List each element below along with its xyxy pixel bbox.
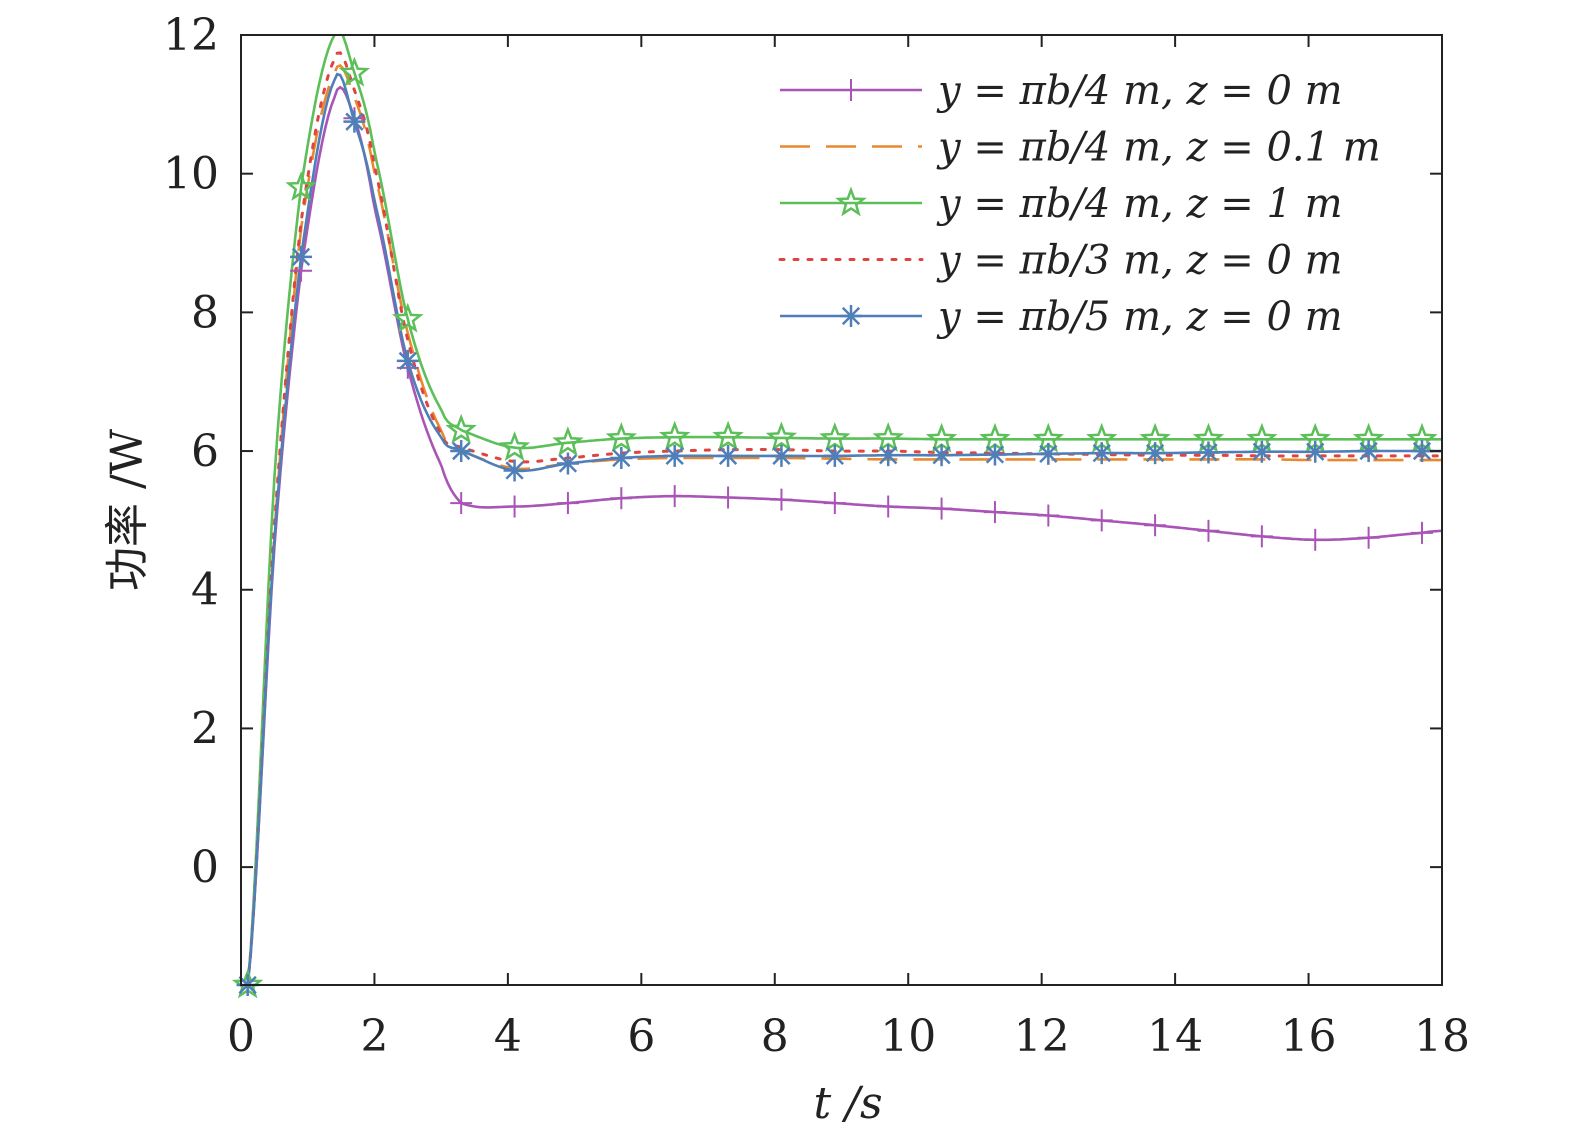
series-3-marker	[872, 422, 904, 452]
series-1-marker	[1304, 528, 1327, 551]
series-5-marker	[450, 440, 473, 463]
series-3-marker	[765, 421, 798, 452]
series-5-marker	[663, 444, 686, 467]
series-1-marker	[556, 492, 579, 515]
series-5-marker	[930, 444, 953, 467]
series-1-marker	[717, 486, 740, 509]
legend-marker	[835, 186, 867, 217]
series-5-marker	[1090, 442, 1113, 465]
series-5-marker	[396, 349, 419, 372]
legend-label: y = πb/4 m, z = 0 m	[936, 68, 1343, 114]
series-line-2	[246, 63, 1442, 985]
series-line-4	[246, 51, 1442, 985]
series-5-marker	[556, 452, 579, 475]
series-5-marker	[1410, 440, 1433, 463]
series-1-marker	[1037, 504, 1060, 527]
x-tick-label: 2	[360, 1011, 388, 1062]
x-tick-label: 16	[1281, 1011, 1337, 1062]
series-5-marker	[290, 245, 313, 268]
series-5-marker	[770, 444, 793, 467]
series-1-marker	[1197, 519, 1220, 542]
x-axis-label: t /s	[813, 1078, 882, 1129]
legend-label: y = πb/4 m, z = 0.1 m	[936, 125, 1381, 171]
legend-item: y = πb/4 m, z = 0.1 m	[780, 125, 1381, 171]
series-1-marker	[1357, 526, 1380, 549]
x-tick-label: 6	[627, 1011, 655, 1062]
series-1-marker	[983, 501, 1006, 524]
series-1-marker	[450, 492, 473, 515]
series-5-marker	[983, 443, 1006, 466]
series-5-marker	[1250, 440, 1273, 463]
series-5-marker	[1037, 442, 1060, 465]
y-tick-label: 4	[191, 565, 219, 616]
series-3-marker	[445, 413, 477, 444]
series-3-marker	[552, 426, 584, 457]
legend-item: y = πb/4 m, z = 0 m	[780, 68, 1343, 114]
series-3-marker	[391, 302, 424, 333]
legend-item: y = πb/3 m, z = 0 m	[778, 238, 1343, 284]
legend: y = πb/4 m, z = 0 m y = πb/4 m, z = 0.1 m…	[778, 68, 1381, 340]
series-3-marker	[605, 422, 638, 452]
series-1-marker	[877, 495, 900, 518]
plot-frame	[240, 34, 1443, 986]
legend-label: y = πb/4 m, z = 1 m	[936, 181, 1343, 227]
series-3-marker	[498, 431, 531, 461]
y-tick-label: 8	[191, 287, 219, 338]
y-axis-label: 功率 /W	[102, 428, 153, 591]
y-tick-label: 6	[191, 426, 219, 477]
y-tick-label: 12	[163, 10, 219, 61]
legend-item: y = πb/5 m, z = 0 m	[780, 294, 1343, 340]
series-1-marker	[1250, 525, 1273, 548]
series-5-marker	[503, 459, 526, 482]
series-5-marker	[610, 446, 633, 469]
x-tick-label: 14	[1147, 1011, 1203, 1062]
series-3-marker	[285, 171, 317, 201]
series-3-marker	[712, 420, 744, 451]
series-line-3	[246, 35, 1442, 985]
series-1-marker	[770, 488, 793, 511]
legend-label: y = πb/5 m, z = 0 m	[936, 294, 1343, 340]
legend-marker	[840, 79, 862, 101]
series-5-marker	[1357, 440, 1380, 463]
tick-layer: 0 2 4 6 8 10 12 14 16 18 0 2 4 6 8 10 12	[163, 10, 1470, 1062]
x-tick-label: 8	[761, 1011, 789, 1062]
series-5-marker	[823, 444, 846, 467]
series-1-marker	[1410, 521, 1433, 544]
series-5-marker	[1197, 441, 1220, 464]
series-5-marker	[343, 110, 366, 133]
y-tick-label: 2	[191, 703, 219, 754]
series-1-marker	[610, 487, 633, 510]
series-1-marker	[823, 492, 846, 515]
x-tick-label: 10	[880, 1011, 936, 1062]
series-3-marker	[658, 420, 691, 451]
x-tick-label: 4	[494, 1011, 522, 1062]
series-3-marker	[819, 422, 851, 452]
series-layer	[246, 35, 1442, 985]
series-1-marker	[663, 485, 686, 508]
series-1-marker	[1144, 514, 1167, 537]
series-5-marker	[1304, 440, 1327, 463]
legend-label: y = πb/3 m, z = 0 m	[936, 238, 1343, 284]
x-tick-label: 0	[227, 1011, 255, 1062]
series-5-marker	[1144, 442, 1167, 465]
series-5-marker	[717, 444, 740, 467]
series-5-marker	[877, 444, 900, 467]
legend-item: y = πb/4 m, z = 1 m	[780, 181, 1343, 227]
series-1-marker	[1090, 509, 1113, 532]
legend-marker	[840, 305, 862, 327]
y-tick-label: 0	[191, 842, 219, 893]
marker-layer	[231, 56, 1438, 999]
series-1-marker	[503, 495, 526, 518]
series-3-marker	[338, 56, 371, 87]
x-tick-label: 12	[1014, 1011, 1070, 1062]
x-tick-label: 18	[1414, 1011, 1470, 1062]
series-1-marker	[930, 497, 953, 520]
y-tick-label: 10	[163, 149, 219, 200]
